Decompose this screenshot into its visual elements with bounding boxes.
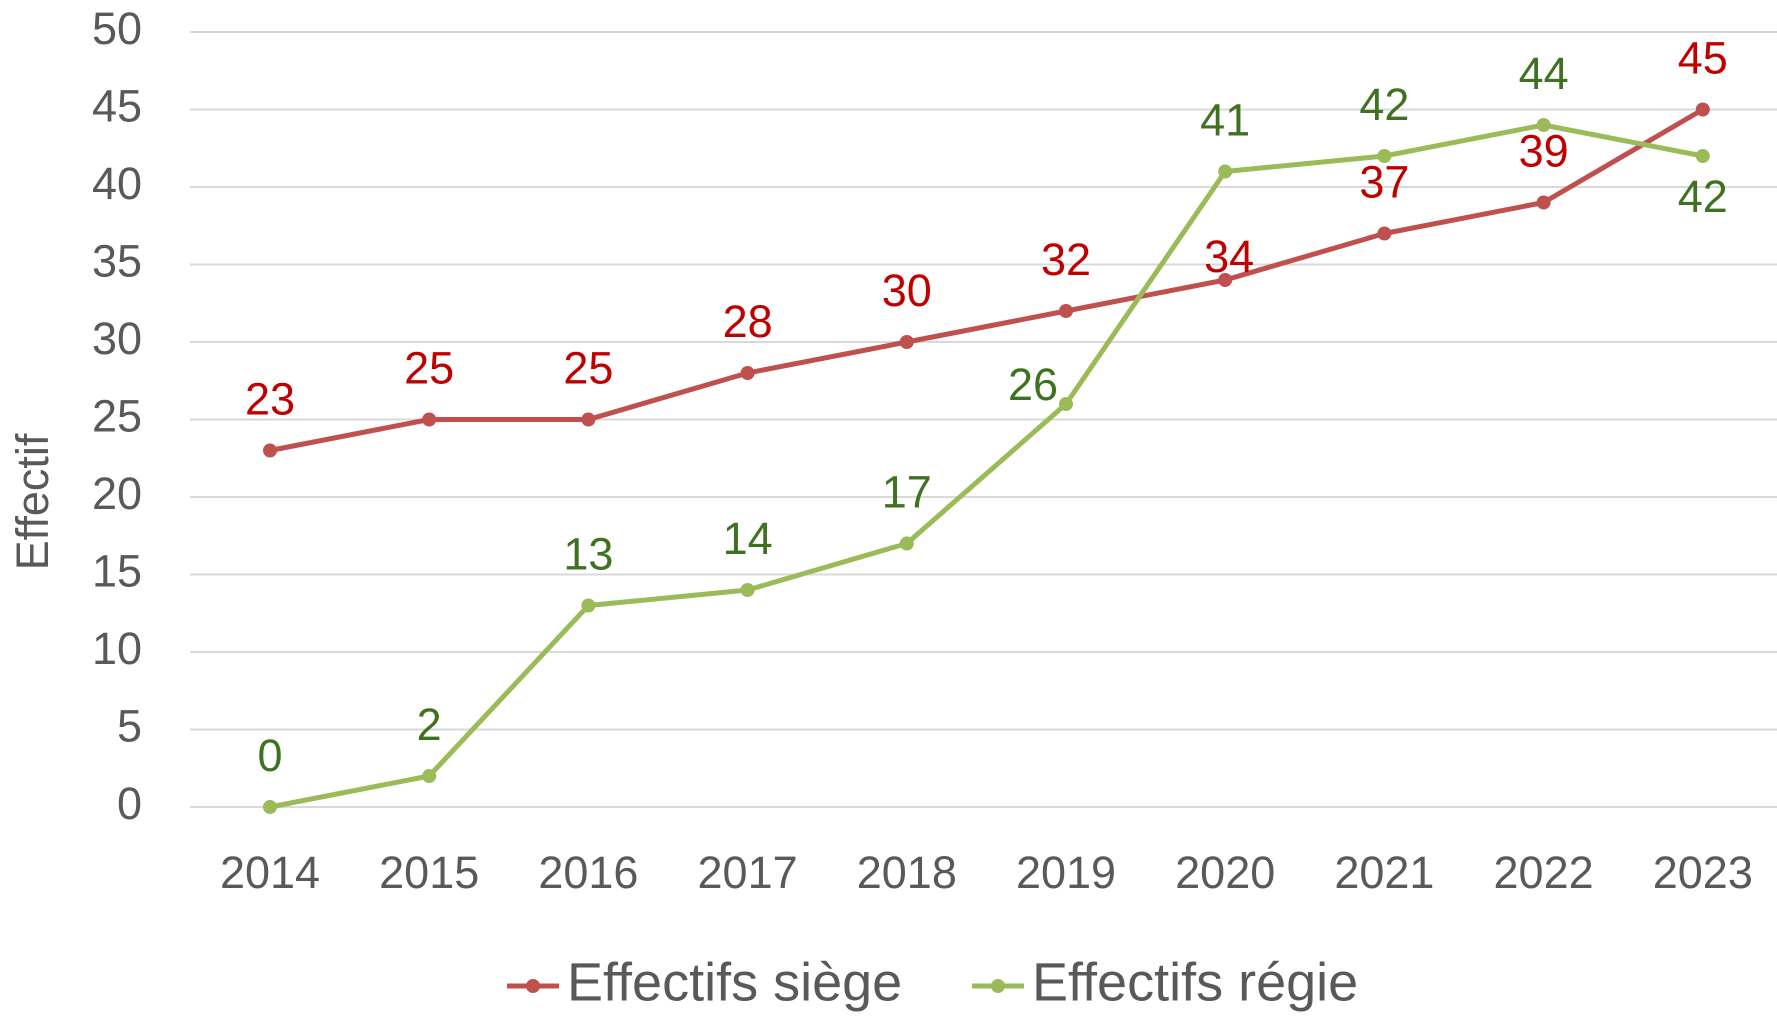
data-label: 30 xyxy=(882,265,932,316)
data-point xyxy=(1377,226,1392,241)
data-point xyxy=(1695,102,1710,117)
data-label: 26 xyxy=(1008,359,1058,410)
data-label: 23 xyxy=(245,373,295,424)
data-label: 37 xyxy=(1359,156,1409,207)
y-tick-label: 10 xyxy=(92,623,142,674)
data-point xyxy=(422,769,437,783)
y-tick-label: 45 xyxy=(92,80,142,131)
x-tick-label: 2023 xyxy=(1653,847,1753,898)
data-point xyxy=(1059,397,1073,411)
series-line xyxy=(269,122,1704,810)
y-tick-label: 40 xyxy=(92,158,142,209)
x-tick-label: 2019 xyxy=(1016,847,1116,898)
data-label: 2 xyxy=(417,699,442,750)
data-point xyxy=(1377,149,1392,163)
x-tick-label: 2020 xyxy=(1175,847,1275,898)
data-point xyxy=(422,412,437,427)
data-label: 28 xyxy=(723,296,773,347)
y-tick-label: 25 xyxy=(92,390,142,441)
data-label: 41 xyxy=(1200,94,1250,145)
legend-label: Effectifs siège xyxy=(567,952,902,1012)
x-tick-label: 2018 xyxy=(857,847,957,898)
legend-marker xyxy=(526,979,540,993)
x-tick-label: 2015 xyxy=(379,847,479,898)
x-tick-label: 2016 xyxy=(538,847,638,898)
data-label: 45 xyxy=(1678,32,1728,83)
data-point xyxy=(263,443,277,458)
x-tick-label: 2017 xyxy=(698,847,798,898)
data-label: 0 xyxy=(257,730,282,781)
data-point xyxy=(1695,149,1710,163)
data-label: 32 xyxy=(1041,234,1091,285)
x-tick-label: 2022 xyxy=(1494,847,1594,898)
x-tick-label: 2014 xyxy=(220,847,320,898)
y-tick-label: 0 xyxy=(117,778,142,829)
data-point xyxy=(1218,273,1233,287)
data-label: 14 xyxy=(723,513,773,564)
data-label: 13 xyxy=(563,528,613,579)
data-label: 34 xyxy=(1204,231,1254,282)
legend-label: Effectifs régie xyxy=(1032,952,1358,1012)
y-tick-label: 20 xyxy=(92,468,142,519)
data-point xyxy=(899,536,914,551)
data-label: 42 xyxy=(1678,171,1728,222)
y-tick-label: 15 xyxy=(92,545,142,596)
data-label: 17 xyxy=(882,466,932,517)
data-point xyxy=(1059,304,1073,318)
data-label: 25 xyxy=(563,342,613,393)
y-tick-label: 35 xyxy=(92,235,142,286)
data-point xyxy=(1218,164,1233,179)
data-point xyxy=(740,366,755,380)
series-line xyxy=(269,107,1705,453)
data-label: 25 xyxy=(404,342,454,393)
data-point xyxy=(899,335,914,349)
y-tick-label: 50 xyxy=(92,3,142,54)
data-point xyxy=(263,800,277,814)
data-label: 39 xyxy=(1519,125,1569,176)
data-point xyxy=(1536,118,1551,132)
data-label: 44 xyxy=(1519,48,1569,99)
data-point xyxy=(740,583,755,597)
legend-marker xyxy=(991,979,1005,993)
data-label: 42 xyxy=(1359,79,1409,130)
y-axis-title: Effectif xyxy=(7,433,58,570)
data-point xyxy=(581,412,596,427)
y-tick-label: 30 xyxy=(92,313,142,364)
y-tick-label: 5 xyxy=(117,700,142,751)
data-point xyxy=(1536,195,1551,210)
x-tick-label: 2021 xyxy=(1334,847,1434,898)
data-point xyxy=(581,598,596,613)
